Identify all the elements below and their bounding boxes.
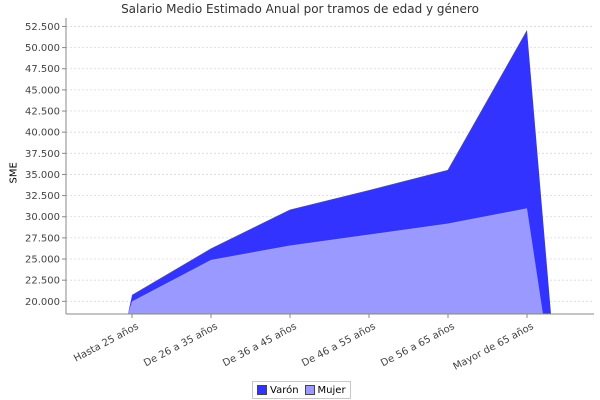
legend-swatch-mujer	[304, 385, 315, 395]
series-outline-varon	[131, 30, 528, 296]
legend-label-varon: Varón	[270, 384, 299, 396]
legend-swatch-varon	[257, 385, 267, 395]
series-areas	[128, 30, 551, 314]
legend-item-mujer: Mujer	[304, 384, 346, 396]
y-tick-label: 50.000	[25, 43, 60, 54]
y-tick-label: 37.500	[25, 149, 60, 160]
y-tick-label: 45.000	[25, 85, 60, 96]
y-tick-label: 42.500	[25, 107, 60, 118]
legend-label-mujer: Mujer	[317, 384, 346, 396]
y-tick-label: 47.500	[25, 64, 60, 75]
y-tick-label: 22.500	[25, 276, 60, 287]
y-tick-label: 35.000	[25, 170, 60, 181]
legend-item-varon: Varón	[257, 385, 299, 396]
y-tick-label: 27.500	[25, 233, 60, 244]
x-tick-label: Mayor de 65 años	[452, 321, 536, 373]
y-tick-labels: 20.000 22.500 25.000 27.500 30.000 32.500 35.0…	[25, 22, 60, 308]
y-tick-label: 30.000	[25, 212, 60, 223]
series-area-mujer	[128, 208, 543, 314]
x-tick-label: De 36 a 45 años	[221, 321, 299, 369]
x-tick-labels: Hasta 25 años De 26 a 35 años De 36 a 45 a…	[72, 314, 536, 373]
y-tick-label: 52.500	[25, 22, 60, 33]
x-tick-label: De 26 a 35 años	[142, 321, 220, 369]
y-tick-label: 20.000	[25, 297, 60, 308]
y-tick-label: 32.500	[25, 191, 60, 202]
x-tick-label: Hasta 25 años	[72, 321, 141, 364]
y-tick-label: 40.000	[25, 128, 60, 139]
chart-title: Salario Medio Estimado Anual por tramos …	[121, 2, 479, 16]
x-tick-label: De 56 a 65 años	[379, 321, 457, 369]
legend: Varón Mujer	[252, 381, 351, 399]
axes	[65, 18, 594, 315]
x-tick-label: De 46 a 55 años	[300, 321, 378, 369]
y-tick-label: 25.000	[25, 255, 60, 266]
